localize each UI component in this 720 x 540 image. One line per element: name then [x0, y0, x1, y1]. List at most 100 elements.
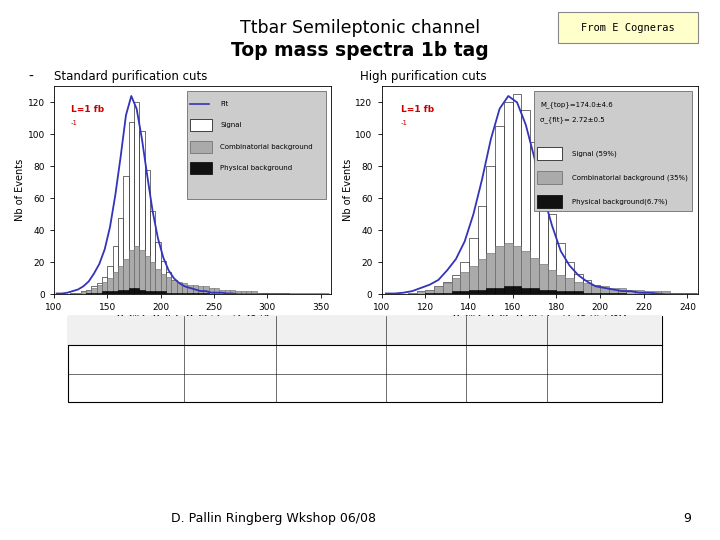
Bar: [123, 289, 129, 294]
Bar: [225, 289, 230, 294]
Bar: [96, 293, 102, 294]
Bar: [76, 293, 81, 294]
Bar: [156, 291, 161, 294]
Bar: [161, 291, 166, 294]
Bar: [145, 256, 150, 294]
Bar: [171, 293, 176, 294]
Text: 1663: 1663: [594, 355, 615, 363]
Bar: [504, 243, 513, 294]
Bar: [129, 122, 134, 294]
Bar: [557, 275, 565, 294]
Bar: [161, 261, 166, 294]
Bar: [487, 166, 495, 294]
Text: Ttbar Semileptonic channel: Ttbar Semileptonic channel: [240, 19, 480, 37]
Text: Physical background(6.7%): Physical background(6.7%): [572, 198, 667, 205]
Bar: [582, 280, 591, 294]
Bar: [451, 291, 460, 294]
Text: -1: -1: [400, 120, 408, 126]
Text: C1-C3+C6: C1-C3+C6: [103, 355, 150, 363]
Bar: [417, 291, 426, 294]
Bar: [156, 269, 161, 294]
Bar: [214, 288, 220, 294]
Text: 1016: 1016: [594, 383, 615, 393]
Bar: [548, 289, 557, 294]
Bar: [504, 286, 513, 294]
Bar: [539, 264, 548, 294]
Bar: [591, 293, 600, 294]
Text: W boson purity (%): W boson purity (%): [291, 326, 372, 335]
Bar: [214, 293, 220, 294]
Text: L=1 fb: L=1 fb: [400, 105, 433, 114]
Bar: [582, 283, 591, 294]
Bar: [557, 291, 565, 294]
Bar: [661, 291, 670, 294]
Bar: [408, 293, 417, 294]
Bar: [166, 276, 171, 294]
Bar: [187, 285, 193, 294]
Y-axis label: Nb of Events: Nb of Events: [15, 159, 25, 221]
Bar: [283, 293, 289, 294]
Bar: [574, 291, 582, 294]
Bar: [618, 291, 626, 294]
Bar: [262, 293, 267, 294]
Bar: [443, 283, 451, 294]
Bar: [251, 291, 256, 294]
Bar: [246, 291, 251, 294]
Bar: [688, 293, 696, 294]
Bar: [443, 293, 451, 294]
Bar: [118, 266, 123, 294]
Bar: [591, 285, 600, 294]
FancyBboxPatch shape: [187, 91, 325, 199]
X-axis label: M_{jlb}  M_{l}+M_{l}^{rank}  [GeV/c^{2}]: M_{jlb} M_{l}+M_{l}^{rank} [GeV/c^{2}]: [454, 315, 626, 324]
Bar: [91, 286, 96, 294]
Bar: [176, 281, 182, 294]
Bar: [574, 273, 582, 294]
Text: Combinatorial background (35%): Combinatorial background (35%): [572, 174, 688, 180]
X-axis label: M_{jlh}=M_{lv}+M_{l}^{rank}  [GeV]: M_{jlh}=M_{lv}+M_{l}^{rank} [GeV]: [117, 315, 269, 324]
Text: 62±1: 62±1: [495, 355, 518, 363]
Bar: [203, 293, 209, 294]
Bar: [220, 293, 225, 294]
Bar: [626, 289, 635, 294]
Bar: [91, 288, 96, 294]
Text: 0.52±0.02: 0.52±0.02: [209, 383, 252, 393]
Text: L=1 fb: L=1 fb: [71, 105, 104, 114]
Bar: [530, 258, 539, 294]
Bar: [451, 278, 460, 294]
Bar: [156, 241, 161, 294]
Text: 70-1: 70-1: [417, 383, 436, 393]
Bar: [118, 289, 123, 294]
Text: 0.54±0.02: 0.54±0.02: [209, 355, 252, 363]
Bar: [469, 238, 478, 294]
Bar: [150, 262, 156, 294]
Text: 9: 9: [683, 512, 691, 525]
Bar: [495, 288, 504, 294]
Bar: [478, 289, 487, 294]
Bar: [644, 293, 652, 294]
Bar: [434, 286, 443, 294]
Bar: [150, 291, 156, 294]
Bar: [548, 214, 557, 294]
Bar: [86, 293, 91, 294]
Text: 70 ±1: 70 ±1: [318, 355, 344, 363]
Bar: [166, 272, 171, 294]
FancyBboxPatch shape: [190, 163, 212, 174]
Text: Efficiency (%): Efficiency (%): [202, 326, 259, 335]
Bar: [521, 251, 530, 294]
Bar: [600, 293, 609, 294]
Bar: [460, 262, 469, 294]
Text: -1: -1: [71, 120, 78, 126]
Text: top purity (%): top purity (%): [477, 326, 536, 335]
Bar: [182, 283, 187, 294]
Text: Cuts: Cuts: [117, 326, 136, 335]
Bar: [81, 291, 86, 294]
Text: C3-C4+C5-C6: C3-C4+C5-C6: [95, 383, 158, 393]
Bar: [460, 291, 469, 294]
Bar: [609, 293, 618, 294]
Bar: [112, 272, 118, 294]
Y-axis label: Nb of Events: Nb of Events: [343, 159, 353, 221]
Bar: [574, 281, 582, 294]
Bar: [582, 293, 591, 294]
Bar: [171, 280, 176, 294]
Bar: [644, 291, 652, 294]
